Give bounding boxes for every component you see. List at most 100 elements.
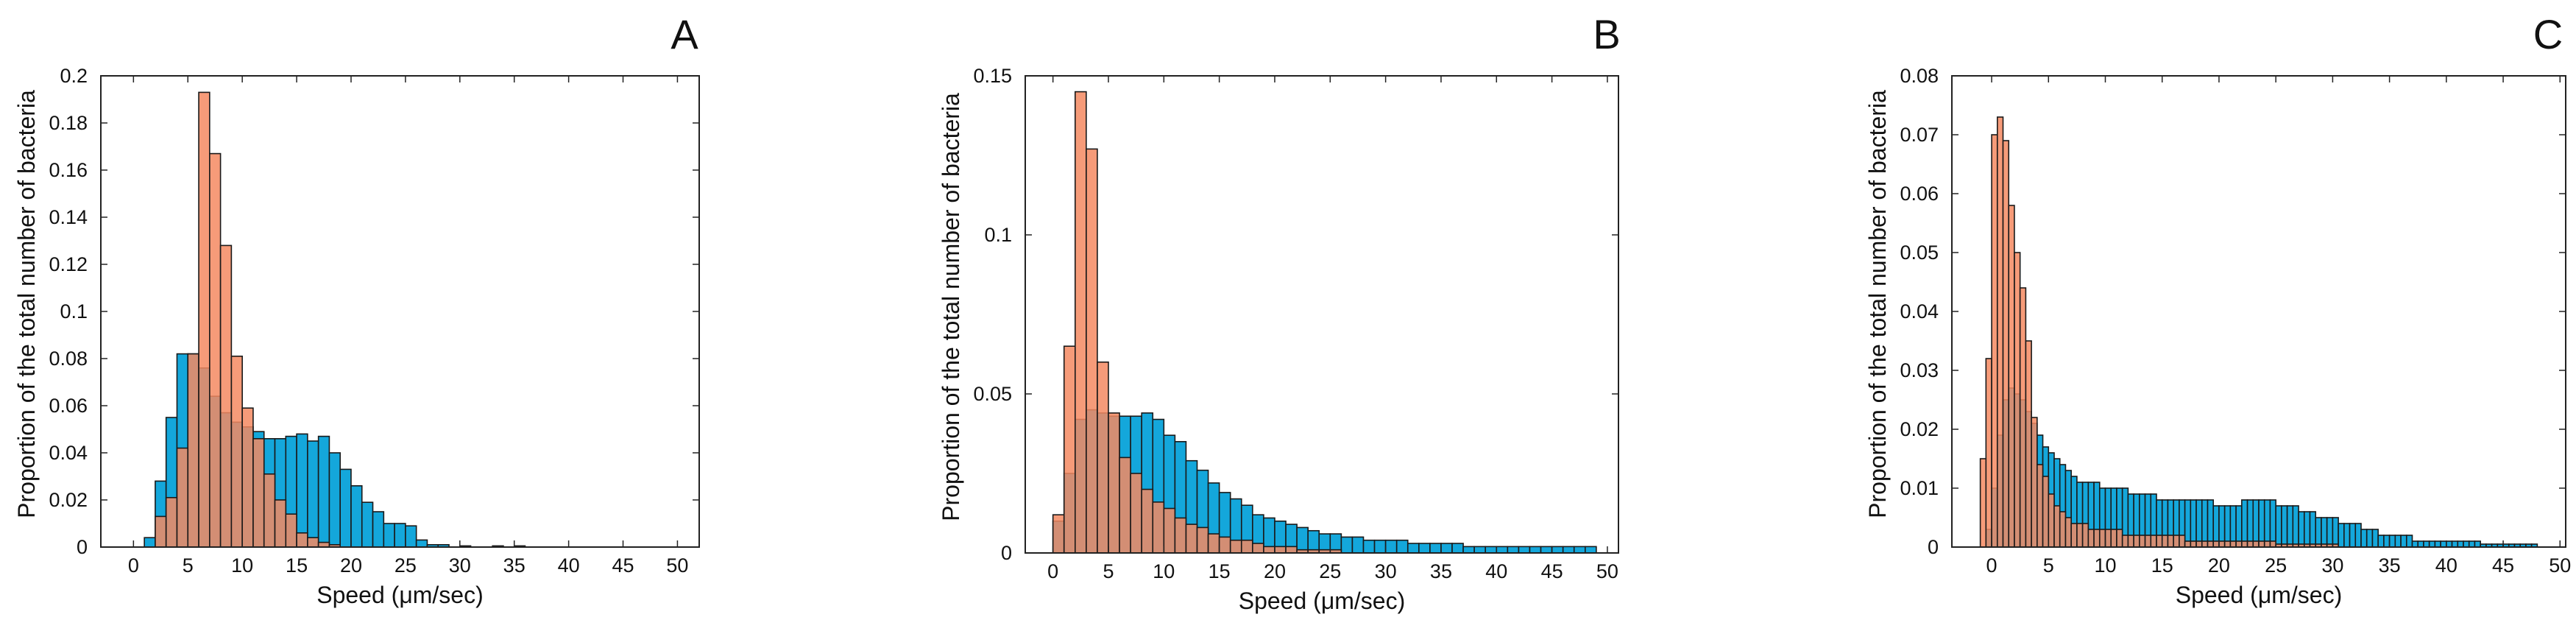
blue-bar	[1395, 539, 1409, 554]
orange-bar	[2144, 535, 2152, 548]
blue-bar	[1562, 546, 1575, 554]
blue-bar	[2207, 499, 2215, 548]
blue-bar	[2258, 499, 2265, 548]
orange-bar	[209, 152, 222, 548]
blue-bar	[2281, 505, 2288, 548]
blue-bar	[1418, 543, 1431, 554]
blue-bar	[1507, 546, 1520, 554]
blue-bar	[2349, 523, 2357, 548]
panel-a: 0 5 10 15 20 25 30 35 40 45 50 0 0.02 0.04 0.06 0.08 0.…	[13, 11, 700, 608]
blue-bar	[2252, 499, 2260, 548]
orange-bar	[2014, 252, 2021, 548]
blue-bar	[2463, 540, 2470, 548]
y-axis-ticks: 0 0.01 0.02 0.03 0.04 0.05 0.06 0.07 0.08	[1900, 65, 2566, 558]
orange-bar	[2218, 540, 2226, 548]
orange-bar	[1074, 91, 1087, 554]
blue-bar	[317, 435, 330, 548]
blue-bar	[1485, 546, 1498, 554]
blue-bar	[1340, 536, 1354, 554]
panel-letter: A	[670, 11, 698, 57]
y-tick-label: 0.01	[1900, 477, 1939, 499]
x-axis-ticks: 0 5 10 15 20 25 30 35 40 45 50	[1986, 76, 2571, 577]
blue-bar	[2321, 517, 2328, 548]
orange-bar	[219, 244, 233, 548]
x-tick-label: 35	[1430, 560, 1452, 582]
blue-bar	[361, 501, 374, 548]
orange-bar	[1196, 526, 1209, 554]
orange-bar	[2201, 540, 2209, 548]
blue-bar	[2275, 505, 2282, 548]
blue-bar	[1351, 536, 1365, 554]
histogram-bars	[144, 91, 526, 548]
x-tick-label: 40	[558, 554, 580, 577]
y-tick-label: 0.1	[60, 300, 88, 322]
blue-bar	[1585, 546, 1597, 554]
x-tick-label: 5	[2043, 554, 2054, 577]
x-axis-label: Speed (μm/sec)	[316, 582, 484, 608]
y-axis-ticks: 0 0.02 0.04 0.06 0.08 0.1 0.12 0.14 0.16 0.18 0.2	[49, 65, 699, 558]
orange-bar	[1174, 517, 1187, 554]
orange-bar	[296, 532, 308, 548]
blue-bar	[2440, 540, 2447, 548]
orange-bar	[1063, 345, 1076, 554]
blue-bar	[372, 511, 385, 548]
blue-bar	[2371, 529, 2379, 548]
panel-b: 0 5 10 15 20 25 30 35 40 45 50 0 0.05 0.1 0.15 Speed …	[938, 11, 1621, 614]
blue-bar	[1373, 539, 1387, 554]
blue-bar	[2332, 517, 2339, 548]
blue-bar	[2383, 535, 2391, 548]
orange-bar	[2025, 340, 2032, 548]
orange-bar	[2104, 529, 2112, 548]
x-tick-label: 25	[394, 554, 417, 577]
x-tick-label: 5	[183, 554, 194, 577]
orange-bar	[2019, 287, 2027, 548]
blue-bar	[2298, 511, 2305, 548]
orange-bar	[198, 91, 210, 548]
blue-bar	[1462, 546, 1475, 554]
blue-bar	[2468, 540, 2476, 548]
x-tick-label: 5	[1103, 560, 1114, 582]
blue-bar	[2241, 499, 2248, 548]
x-tick-label: 50	[2549, 554, 2571, 577]
x-tick-label: 35	[503, 554, 526, 577]
blue-bar	[2269, 499, 2276, 548]
x-tick-label: 0	[1047, 560, 1058, 582]
plot-frame	[1025, 75, 1619, 554]
orange-bar	[1991, 134, 1998, 548]
blue-bar	[2292, 505, 2299, 548]
y-tick-label: 0.07	[1900, 124, 1939, 146]
blue-bar	[2343, 523, 2351, 548]
blue-bar	[1496, 546, 1509, 554]
x-tick-label: 15	[1209, 560, 1231, 582]
orange-bar	[2167, 535, 2174, 548]
x-tick-label: 0	[1986, 554, 1998, 577]
y-axis-ticks: 0 0.05 0.1 0.15	[973, 65, 1618, 564]
y-tick-label: 0.05	[973, 383, 1012, 405]
y-tick-label: 0.05	[1900, 242, 1939, 264]
blue-bar	[2354, 523, 2362, 548]
x-tick-label: 20	[2208, 554, 2230, 577]
blue-bar	[2434, 540, 2441, 548]
blue-bar	[307, 440, 319, 548]
blue-bar	[2428, 540, 2436, 548]
orange-bar	[2059, 511, 2067, 548]
orange-bar	[2156, 535, 2163, 548]
blue-bar	[2309, 511, 2317, 548]
y-tick-label: 0.1	[984, 224, 1012, 246]
orange-bar	[176, 447, 189, 548]
x-axis-ticks: 0 5 10 15 20 25 30 35 40 45 50	[128, 76, 688, 577]
orange-bar	[2116, 529, 2123, 548]
blue-bar	[415, 539, 428, 548]
blue-bar	[2360, 529, 2368, 548]
orange-bar	[1052, 514, 1065, 554]
x-tick-label: 45	[2492, 554, 2514, 577]
orange-bar	[241, 407, 254, 548]
orange-bar	[2184, 540, 2192, 548]
orange-bar	[2173, 535, 2180, 548]
orange-bar	[2207, 540, 2215, 548]
x-tick-label: 20	[340, 554, 362, 577]
blue-bar	[2190, 499, 2197, 548]
panel-letter: C	[2533, 11, 2563, 57]
orange-bar	[2110, 529, 2117, 548]
